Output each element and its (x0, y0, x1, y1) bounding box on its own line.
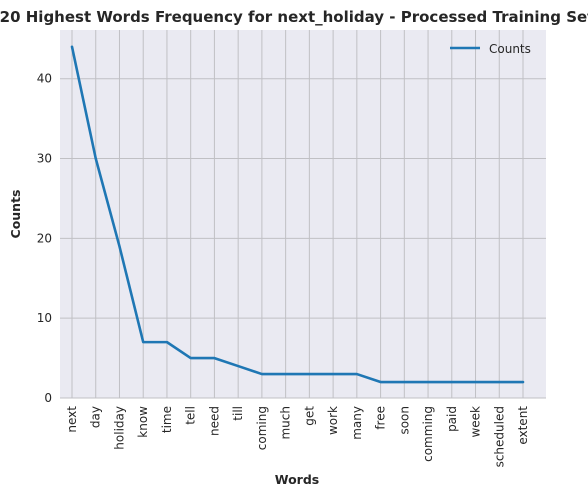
x-tick-label-holiday: holiday (112, 406, 126, 450)
x-tick-label-till: till (231, 406, 245, 421)
x-tick-label-many: many (350, 406, 364, 440)
legend: Counts (450, 42, 531, 56)
x-tick-label-time: time (160, 406, 174, 433)
x-tick-label-paid: paid (445, 406, 459, 432)
grid-lines (60, 30, 546, 399)
y-axis-label: Counts (8, 190, 23, 239)
y-tick-label: 30 (37, 152, 52, 166)
x-tick-label-day: day (89, 406, 103, 428)
chart-title: 20 Highest Words Frequency for next_holi… (0, 8, 588, 26)
y-tick-label: 10 (37, 311, 52, 325)
x-tick-label-tell: tell (184, 406, 198, 425)
x-tick-label-coming: coming (255, 406, 269, 450)
legend-label-counts: Counts (489, 42, 531, 56)
x-tick-label-much: much (279, 406, 293, 440)
x-tick-label-soon: soon (397, 406, 411, 435)
x-axis-label: Words (275, 472, 319, 487)
plot-area (60, 30, 546, 398)
x-tick-label-scheduled: scheduled (492, 406, 506, 467)
series-line-counts (70, 45, 525, 384)
series-layer (70, 45, 525, 384)
x-tick-label-next: next (65, 406, 79, 433)
y-tick-label: 40 (37, 72, 52, 86)
x-tick-label-know: know (136, 406, 150, 438)
x-tick-label-week: week (469, 406, 483, 438)
y-tick-label: 0 (44, 391, 52, 405)
x-tick-label-free: free (374, 406, 388, 430)
x-tick-label-work: work (326, 406, 340, 435)
x-tick-label-get: get (302, 406, 316, 426)
x-tick-label-extent: extent (516, 406, 530, 445)
y-axis-ticks: 0 10 20 30 40 (37, 72, 52, 405)
x-axis-ticks: next day holiday know time tell need till coming… (65, 406, 530, 468)
y-tick-label: 20 (37, 231, 52, 245)
x-tick-label-comming: comming (421, 406, 435, 462)
x-tick-label-need: need (207, 406, 221, 436)
